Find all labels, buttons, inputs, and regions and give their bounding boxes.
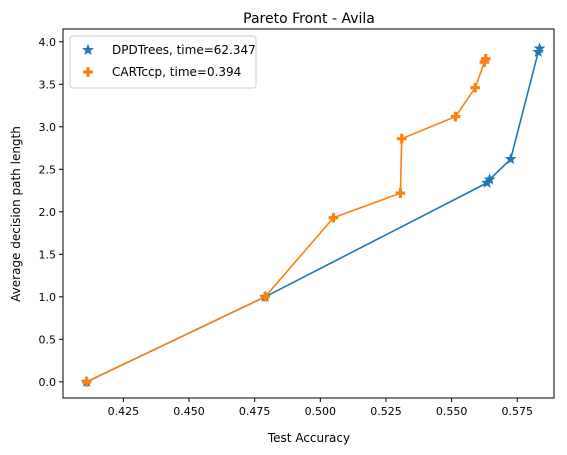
y-tick-label: 2.0 — [39, 206, 57, 219]
y-tick-label: 2.5 — [39, 163, 57, 176]
data-point-plus — [450, 111, 461, 122]
legend: DPDTrees, time=62.347 CARTccp, time=0.394 — [69, 35, 257, 89]
x-tick-label: 0.500 — [305, 405, 337, 418]
data-point-plus — [328, 212, 339, 223]
y-tick-label: 0.0 — [39, 376, 57, 389]
plot-frame — [62, 28, 555, 399]
x-tick-label: 0.450 — [173, 405, 205, 418]
y-tick-label: 1.5 — [39, 248, 57, 261]
x-tick-label: 0.550 — [436, 405, 468, 418]
data-point-plus — [395, 188, 406, 198]
series-line-1 — [86, 48, 541, 383]
x-tick-label: 0.575 — [501, 405, 533, 418]
legend-marker-star — [82, 43, 94, 56]
data-point-star — [483, 173, 496, 185]
data-point-plus — [480, 53, 491, 64]
y-tick-label: 1.0 — [39, 291, 57, 304]
y-tick-label: 3.0 — [39, 121, 57, 134]
plot-area — [80, 42, 546, 387]
chart-title: Pareto Front - Avila — [243, 11, 375, 27]
x-axis-label: Test Accuracy — [267, 431, 350, 445]
y-tick-label: 3.5 — [39, 78, 57, 91]
legend-box — [69, 35, 257, 89]
data-point-star — [504, 152, 517, 165]
y-axis-label: Average decision path length — [9, 126, 23, 302]
legend-label: DPDTrees, time=62.347 — [112, 43, 256, 57]
x-tick-label: 0.525 — [370, 405, 402, 418]
data-point-star — [533, 42, 546, 54]
legend-label: CARTccp, time=0.394 — [112, 65, 241, 79]
legend-marker-plus — [83, 67, 93, 77]
series-line-2 — [86, 58, 487, 383]
x-tick-label: 0.475 — [239, 405, 271, 418]
data-point-plus — [470, 82, 481, 93]
x-axis: 0.425 0.450 0.475 0.500 0.525 0.550 0.575 — [108, 398, 533, 418]
y-tick-label: 0.5 — [39, 333, 57, 346]
y-axis: 0.0 0.5 1.0 1.5 2.0 2.5 3.0 3.5 4.0 — [39, 36, 63, 389]
data-point-plus — [260, 292, 270, 302]
x-tick-label: 0.425 — [108, 405, 140, 418]
y-tick-label: 4.0 — [39, 36, 57, 49]
data-point-plus — [396, 133, 407, 144]
data-point-plus — [81, 377, 92, 387]
